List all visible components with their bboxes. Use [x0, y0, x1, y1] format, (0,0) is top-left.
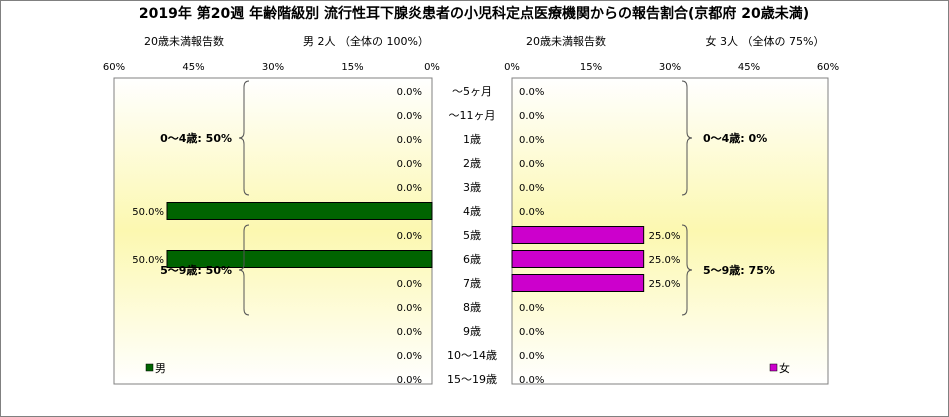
category-label: 10～14歳 — [447, 349, 497, 362]
female-value-label: 0.0% — [519, 159, 544, 170]
male-value-label: 0.0% — [397, 231, 422, 242]
category-label: 8歳 — [463, 301, 481, 314]
legend-female-label: 女 — [779, 361, 790, 375]
left-axis-tick-label: 60% — [103, 62, 125, 73]
male-value-label: 0.0% — [397, 375, 422, 386]
male-age-group-label: 0～4歳: 50% — [160, 131, 232, 145]
category-label: 1歳 — [463, 133, 481, 146]
category-label: 6歳 — [463, 253, 481, 266]
male-value-label: 0.0% — [397, 87, 422, 98]
right-header-total: 女 3人 （全体の 75%） — [706, 34, 825, 48]
category-label: 4歳 — [463, 205, 481, 218]
male-value-label: 0.0% — [397, 111, 422, 122]
left-axis-tick-label: 0% — [424, 62, 440, 73]
male-value-label: 0.0% — [397, 183, 422, 194]
female-age-group-label: 5～9歳: 75% — [703, 263, 775, 277]
legend-male-swatch — [145, 363, 154, 372]
left-header-count: 20歳未満報告数 — [144, 35, 224, 48]
age-group-brace — [238, 80, 250, 196]
male-value-label: 0.0% — [397, 303, 422, 314]
male-value-label: 50.0% — [132, 207, 164, 218]
male-age-group-label: 5～9歳: 50% — [160, 263, 232, 277]
male-value-label: 50.0% — [132, 255, 164, 266]
female-value-label: 25.0% — [649, 231, 681, 242]
male-value-label: 0.0% — [397, 159, 422, 170]
left-header-total: 男 2人 （全体の 100%） — [303, 34, 429, 48]
female-age-group-label: 0～4歳: 0% — [703, 131, 767, 145]
female-value-label: 25.0% — [649, 279, 681, 290]
female-bar — [511, 226, 645, 244]
right-axis-tick-label: 15% — [580, 62, 602, 73]
category-label: 5歳 — [463, 229, 481, 242]
female-bar — [511, 250, 645, 268]
age-group-brace — [681, 224, 693, 316]
male-bar — [166, 250, 433, 268]
right-axis-tick-label: 0% — [504, 62, 520, 73]
female-value-label: 25.0% — [649, 255, 681, 266]
legend-male-label: 男 — [155, 362, 166, 375]
female-value-label: 0.0% — [519, 375, 544, 386]
female-value-label: 0.0% — [519, 327, 544, 338]
category-label: 9歳 — [463, 325, 481, 338]
left-axis-tick-label: 15% — [341, 62, 363, 73]
right-axis-tick-label: 30% — [659, 62, 681, 73]
male-value-label: 0.0% — [397, 279, 422, 290]
category-label: 7歳 — [463, 277, 481, 290]
age-group-brace — [238, 224, 250, 316]
right-axis-tick-label: 60% — [817, 62, 839, 73]
category-label: 2歳 — [463, 157, 481, 170]
female-bar — [511, 274, 645, 292]
female-value-label: 0.0% — [519, 207, 544, 218]
female-value-label: 0.0% — [519, 303, 544, 314]
female-value-label: 0.0% — [519, 111, 544, 122]
chart-title: 2019年 第20週 年齢階級別 流行性耳下腺炎患者の小児科定点医療機関からの報… — [139, 5, 809, 22]
age-group-brace — [681, 80, 693, 196]
male-bar — [166, 202, 433, 220]
left-plot-area — [113, 77, 433, 385]
male-value-label: 0.0% — [397, 135, 422, 146]
female-value-label: 0.0% — [519, 87, 544, 98]
female-value-label: 0.0% — [519, 183, 544, 194]
right-header-count: 20歳未満報告数 — [526, 35, 606, 48]
category-label: ～11ヶ月 — [449, 109, 496, 122]
category-label: 3歳 — [463, 181, 481, 194]
female-value-label: 0.0% — [519, 351, 544, 362]
legend-female-swatch — [769, 363, 778, 372]
category-label: ～5ヶ月 — [452, 85, 492, 98]
left-axis-tick-label: 30% — [262, 62, 284, 73]
female-value-label: 0.0% — [519, 135, 544, 146]
left-axis-tick-label: 45% — [182, 62, 204, 73]
right-axis-tick-label: 45% — [738, 62, 760, 73]
male-value-label: 0.0% — [397, 327, 422, 338]
male-value-label: 0.0% — [397, 351, 422, 362]
category-label: 15～19歳 — [447, 373, 497, 386]
